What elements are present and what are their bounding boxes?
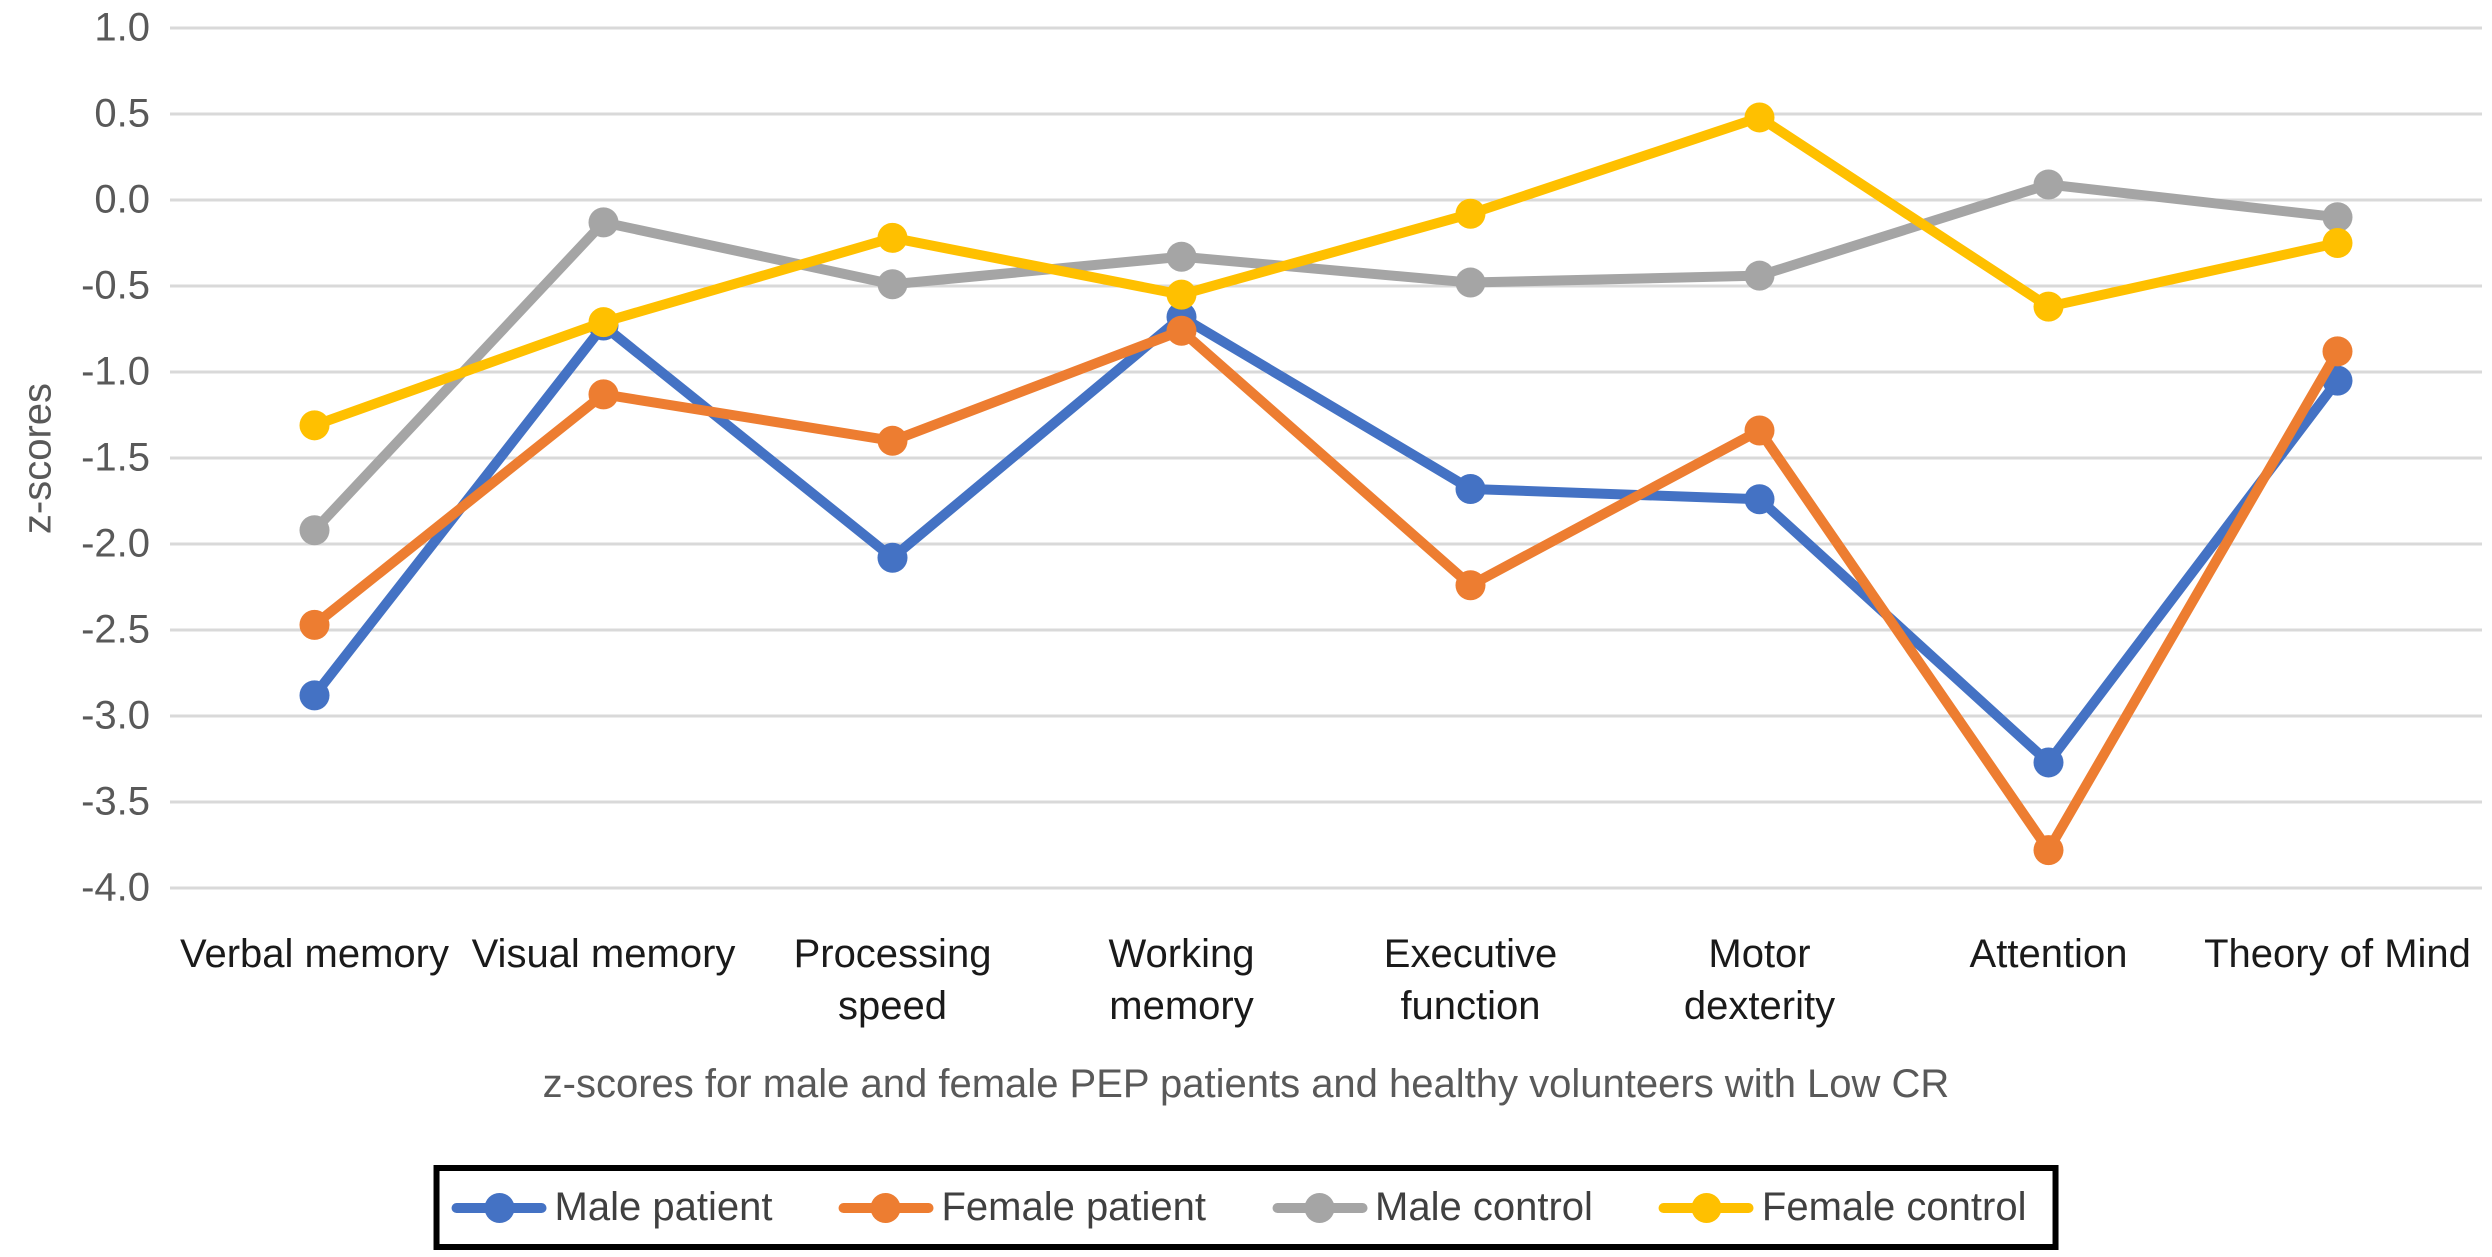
data-point-female-patient-motor-dexterity	[1744, 415, 1775, 446]
legend-label: Female control	[1761, 1185, 2027, 1229]
data-point-female-patient-visual-memory	[588, 379, 619, 410]
legend-label: Male patient	[554, 1185, 773, 1229]
legend-dot-icon	[1304, 1192, 1335, 1223]
series-line-female-control	[309, 112, 2343, 431]
legend-line-marker	[838, 1192, 934, 1223]
data-point-female-patient-verbal-memory	[299, 609, 330, 640]
data-point-male-control-executive-function	[1455, 267, 1486, 298]
data-point-male-control-visual-memory	[588, 207, 619, 238]
legend-item-female-patient: Female patient	[838, 1185, 1206, 1230]
x-category-label-executive-function: Executive function	[1383, 932, 1558, 1028]
data-point-female-control-theory-of-mind	[2322, 228, 2353, 258]
y-tick-label: -3.5	[81, 779, 150, 824]
y-tick-label: -2.5	[81, 607, 150, 652]
legend-item-male-patient: Male patient	[451, 1185, 773, 1230]
chart-caption: z-scores for male and female PEP patient…	[542, 1062, 1950, 1106]
legend: Male patient Female patient Male control Fe…	[433, 1165, 2059, 1250]
data-point-male-control-motor-dexterity	[1744, 260, 1775, 291]
data-point-male-patient-motor-dexterity	[1744, 484, 1775, 515]
legend-line-marker	[1272, 1192, 1368, 1223]
data-point-female-patient-working-memory	[1166, 315, 1197, 346]
legend-dot-icon	[484, 1192, 515, 1223]
y-tick-label: -1.5	[81, 435, 150, 480]
data-point-male-control-theory-of-mind	[2322, 202, 2353, 233]
legend-label: Male control	[1375, 1185, 1593, 1229]
data-point-female-patient-executive-function	[1455, 570, 1486, 601]
series-line-male-patient	[309, 311, 2343, 768]
data-point-male-patient-attention	[2033, 747, 2064, 778]
legend-item-male-control: Male control	[1272, 1185, 1593, 1230]
data-point-female-control-processing-speed	[877, 222, 908, 253]
data-point-female-control-motor-dexterity	[1744, 102, 1775, 133]
data-point-female-control-executive-function	[1455, 198, 1486, 229]
data-point-male-patient-verbal-memory	[299, 680, 330, 711]
x-category-label-motor-dexterity: Motor dexterity	[1683, 932, 1836, 1028]
data-point-male-control-processing-speed	[877, 269, 908, 300]
data-point-female-patient-attention	[2033, 835, 2064, 866]
data-point-male-patient-executive-function	[1455, 473, 1486, 504]
data-point-male-control-working-memory	[1166, 241, 1197, 272]
data-point-female-control-attention	[2033, 291, 2064, 322]
x-category-label-working-memory: Working memory	[1108, 932, 1255, 1028]
data-point-female-control-visual-memory	[588, 307, 619, 338]
series-line-male-control	[309, 179, 2343, 536]
y-tick-label: -3.0	[81, 693, 150, 738]
data-point-male-control-attention	[2033, 169, 2064, 200]
data-point-female-patient-processing-speed	[877, 425, 908, 456]
y-tick-label: -2.0	[81, 521, 150, 566]
y-tick-label: -1.0	[81, 349, 150, 394]
data-point-female-patient-theory-of-mind	[2322, 336, 2353, 367]
series-line-female-patient	[309, 325, 2343, 856]
data-point-female-control-working-memory	[1166, 279, 1197, 310]
y-tick-label: 0.5	[94, 91, 150, 136]
x-category-label-theory-of-mind: Theory of Mind	[2204, 932, 2471, 976]
x-category-label-attention: Attention	[1969, 932, 2128, 976]
legend-dot-icon	[870, 1192, 901, 1223]
y-tick-label: -0.5	[81, 263, 150, 308]
legend-dot-icon	[1691, 1192, 1722, 1223]
x-category-label-verbal-memory: Verbal memory	[180, 932, 449, 976]
x-category-label-visual-memory: Visual memory	[471, 932, 736, 976]
y-tick-label: 0.0	[94, 177, 150, 222]
y-tick-label: 1.0	[94, 5, 150, 50]
data-point-male-patient-processing-speed	[877, 542, 908, 573]
legend-label: Female patient	[941, 1185, 1207, 1229]
data-point-male-control-verbal-memory	[299, 515, 330, 546]
y-tick-label: -4.0	[81, 865, 150, 910]
legend-line-marker	[1658, 1192, 1754, 1223]
data-point-female-control-verbal-memory	[299, 410, 330, 441]
legend-line-marker	[451, 1192, 547, 1223]
legend-item-female-control: Female control	[1658, 1185, 2027, 1230]
x-category-label-processing-speed: Processing speed	[793, 932, 992, 1028]
